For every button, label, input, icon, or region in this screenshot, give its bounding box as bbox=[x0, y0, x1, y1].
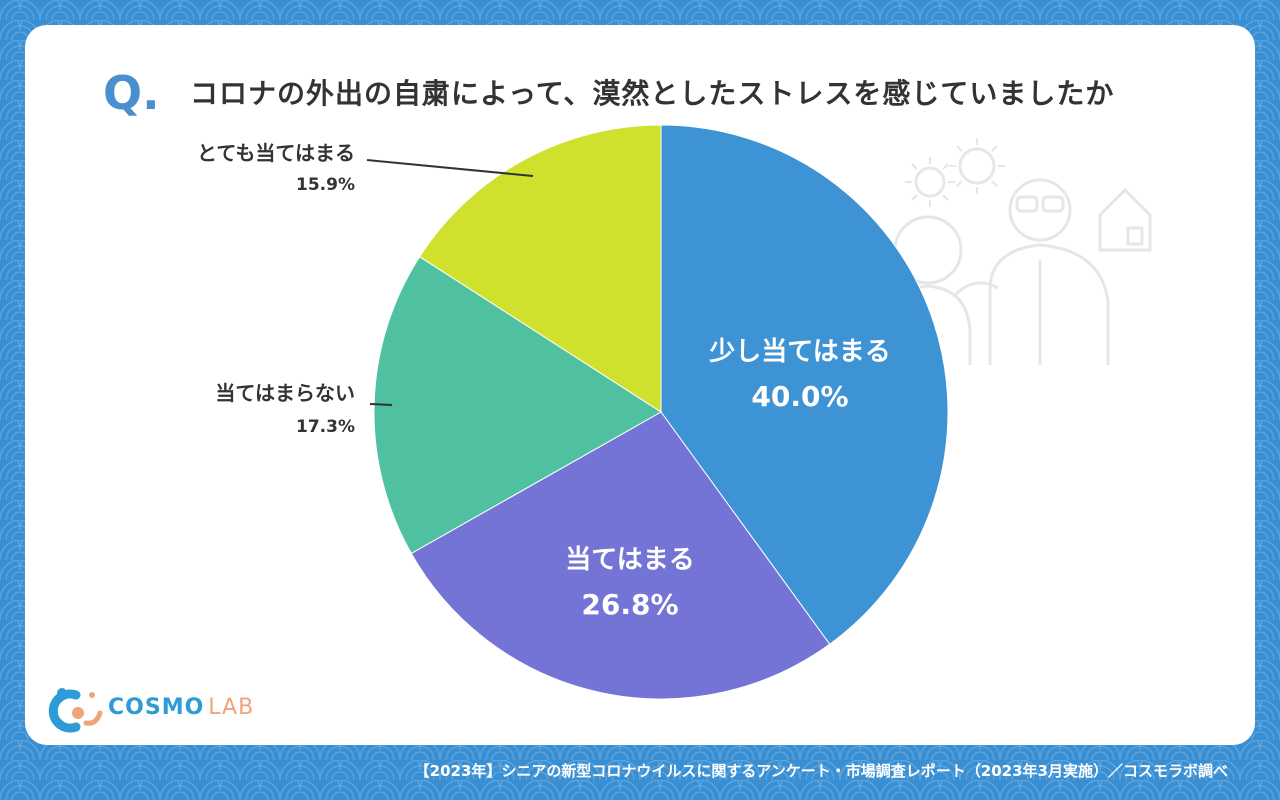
seniors-illustration-icon bbox=[878, 138, 1152, 365]
pie-slice bbox=[660, 124, 949, 645]
logo-name: COSMO bbox=[108, 695, 205, 720]
slice-label: 当てはまらない bbox=[215, 381, 355, 405]
leader-line bbox=[369, 403, 393, 406]
pie-slice bbox=[410, 411, 831, 700]
pie-slice bbox=[418, 124, 662, 413]
slice-value-label: 17.3% bbox=[296, 417, 355, 437]
slice-label: 当てはまる bbox=[565, 545, 694, 575]
cosmo-logo-icon bbox=[48, 688, 103, 733]
leader-line bbox=[366, 159, 534, 177]
slice-label: 少し当てはまる bbox=[708, 337, 890, 367]
slice-label: とても当てはまる bbox=[197, 141, 355, 165]
question-mark: Q. bbox=[103, 66, 160, 120]
slice-value-label: 26.8% bbox=[581, 588, 678, 621]
slice-value-label: 40.0% bbox=[751, 380, 848, 413]
cosmo-lab-logo: COSMO LAB bbox=[48, 683, 253, 733]
logo-suffix: LAB bbox=[208, 695, 255, 720]
slice-value-label: 15.9% bbox=[296, 175, 355, 195]
source-footer: 【2023年】シニアの新型コロナウイルスに関するアンケート・市場調査レポート（2… bbox=[414, 762, 1228, 780]
chart-title: コロナの外出の自粛によって、漠然としたストレスを感じていましたか bbox=[190, 77, 1115, 110]
